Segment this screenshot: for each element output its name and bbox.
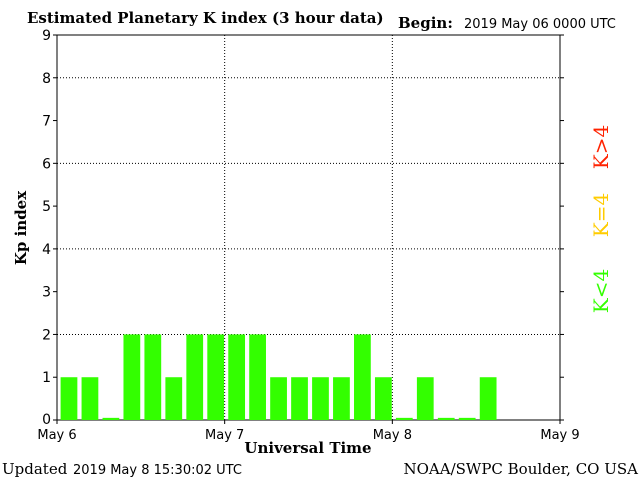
kp-bar [60, 377, 78, 420]
kp-bar [249, 334, 266, 420]
chart-title: Estimated Planetary K index (3 hour data… [27, 9, 384, 27]
legend-mid-label: K=4 [589, 193, 613, 237]
plot-frame [56, 34, 561, 421]
kp-bar [333, 377, 350, 420]
kp-bar [165, 377, 183, 420]
kp-bar [374, 377, 392, 420]
x-axis-label: Universal Time [244, 439, 371, 457]
kp-bar [479, 377, 497, 420]
kp-bar [207, 334, 225, 420]
y-tick-label: 2 [42, 327, 51, 343]
y-tick-label: 5 [42, 199, 51, 215]
kp-bar [395, 417, 413, 420]
begin-value: 2019 May 06 0000 UTC [464, 17, 616, 32]
kp-bar [186, 334, 204, 420]
kp-bar [354, 334, 371, 420]
kp-bar [102, 417, 120, 420]
kp-bar [291, 377, 308, 420]
y-axis-label: Kp index [12, 190, 30, 265]
kp-bar [416, 377, 434, 420]
y-tick-label: 6 [42, 156, 51, 172]
grid-lines [57, 35, 560, 420]
y-tick-label: 1 [42, 370, 51, 386]
x-tick-label: May 8 [373, 428, 412, 443]
updated-label: Updated [2, 460, 68, 478]
x-axis-ticks: May 6 May 7 May 8 May 9 [37, 420, 580, 443]
bars [60, 334, 497, 420]
legend-low-label: K<4 [589, 269, 613, 313]
kp-bar [81, 377, 99, 420]
y-tick-label: 7 [42, 114, 51, 130]
kp-bar [458, 417, 476, 420]
y-axis-ticks: 0 1 2 3 4 5 6 7 8 9 [42, 28, 564, 428]
updated-value: 2019 May 8 15:30:02 UTC [73, 463, 242, 478]
x-tick-label: May 9 [540, 428, 579, 443]
kp-bar [437, 417, 455, 420]
kp-bar [270, 377, 287, 420]
kp-bar [144, 334, 162, 420]
y-tick-label: 8 [42, 71, 51, 87]
kp-bar [228, 334, 246, 420]
y-tick-label: 4 [42, 242, 51, 258]
y-tick-label: 3 [42, 285, 51, 301]
begin-label: Begin: [398, 14, 453, 32]
kp-bar [312, 377, 329, 420]
x-tick-label: May 7 [205, 428, 244, 443]
x-tick-label: May 6 [37, 428, 76, 443]
y-tick-label: 0 [42, 412, 51, 428]
y-tick-label: 9 [42, 28, 51, 44]
legend-high-label: K>4 [589, 125, 613, 169]
kp-bar [123, 334, 141, 420]
credit-text: NOAA/SWPC Boulder, CO USA [403, 460, 638, 478]
